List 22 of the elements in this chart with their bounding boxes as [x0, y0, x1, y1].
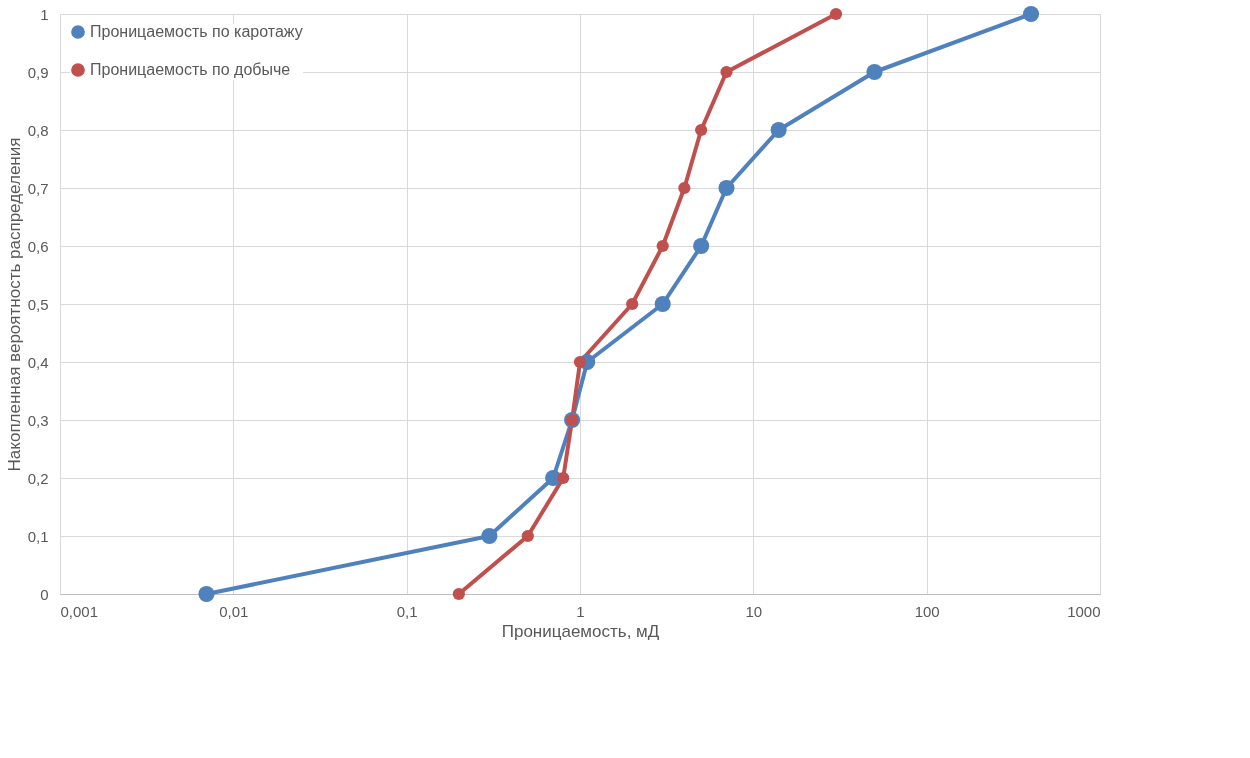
- y-tick-label: 0,6: [27, 237, 49, 255]
- x-tick-label: 1000: [1067, 602, 1101, 620]
- y-tick-label: 0: [40, 585, 49, 603]
- y-tick-label: 1: [40, 5, 49, 23]
- legend-label: Проницаемость по добыче: [90, 61, 291, 78]
- x-axis-title: Проницаемость, мД: [501, 621, 660, 641]
- x-tick-label: 0,1: [396, 602, 418, 620]
- y-tick-label: 0,9: [27, 63, 49, 81]
- x-tick-label: 100: [914, 602, 940, 620]
- y-tick-label: 0,1: [27, 527, 49, 545]
- y-axis-title: Накопленная вероятность распределения: [4, 137, 24, 472]
- y-tick-label: 0,7: [27, 179, 49, 197]
- legend-label: Проницаемость по каротажу: [90, 23, 303, 40]
- y-tick-label: 0,5: [27, 295, 49, 313]
- y-tick-label: 0,8: [27, 121, 49, 139]
- x-tick-label: 10: [745, 602, 763, 620]
- y-tick-label: 0,2: [27, 469, 49, 487]
- x-tick-label: 0,001: [60, 602, 99, 620]
- y-tick-label: 0,3: [27, 411, 49, 429]
- x-tick-label: 0,01: [219, 602, 249, 620]
- x-tick-label: 1: [576, 602, 585, 620]
- y-tick-label: 0,4: [27, 353, 49, 371]
